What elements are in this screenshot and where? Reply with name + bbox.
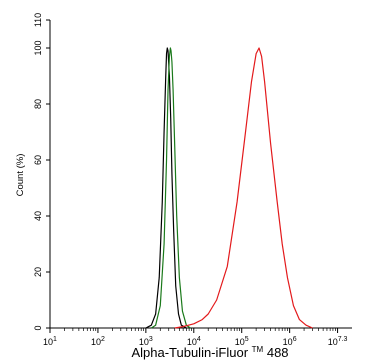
x-tick-label: 103: [139, 336, 153, 347]
x-axis-title-main: Alpha-Tubulin-iFluor: [131, 345, 248, 360]
x-axis-title-sup: TM: [252, 345, 264, 354]
y-tick-label: 60: [33, 155, 43, 165]
y-tick-label: 40: [33, 211, 43, 221]
x-axis-ticks: 101 102 103 104 105 106 107.3: [43, 328, 348, 347]
series-layer: [145, 47, 313, 329]
x-tick-label: 105: [235, 336, 249, 347]
x-tick-label: 102: [91, 336, 105, 347]
y-tick-label: 0: [33, 325, 43, 330]
y-axis-title: Count (%): [15, 154, 26, 197]
x-tick-label: 104: [187, 336, 201, 347]
y-axis-ticks: 0 20 40 60 80 100 110: [33, 13, 50, 331]
y-tick-label: 110: [33, 13, 43, 27]
series-line-2: [150, 47, 191, 329]
x-tick-label: 107.3: [328, 336, 348, 347]
series-line-3: [174, 47, 313, 329]
series-line-1: [145, 47, 187, 329]
x-tick-label: 101: [43, 336, 57, 347]
y-tick-label: 20: [33, 267, 43, 277]
x-tick-label: 106: [283, 336, 297, 347]
x-axis-title: Alpha-Tubulin-iFluor TM 488: [131, 340, 288, 360]
y-tick-label: 100: [33, 40, 43, 55]
x-axis-title-suffix: 488: [267, 345, 289, 360]
y-tick-label: 80: [33, 99, 43, 109]
